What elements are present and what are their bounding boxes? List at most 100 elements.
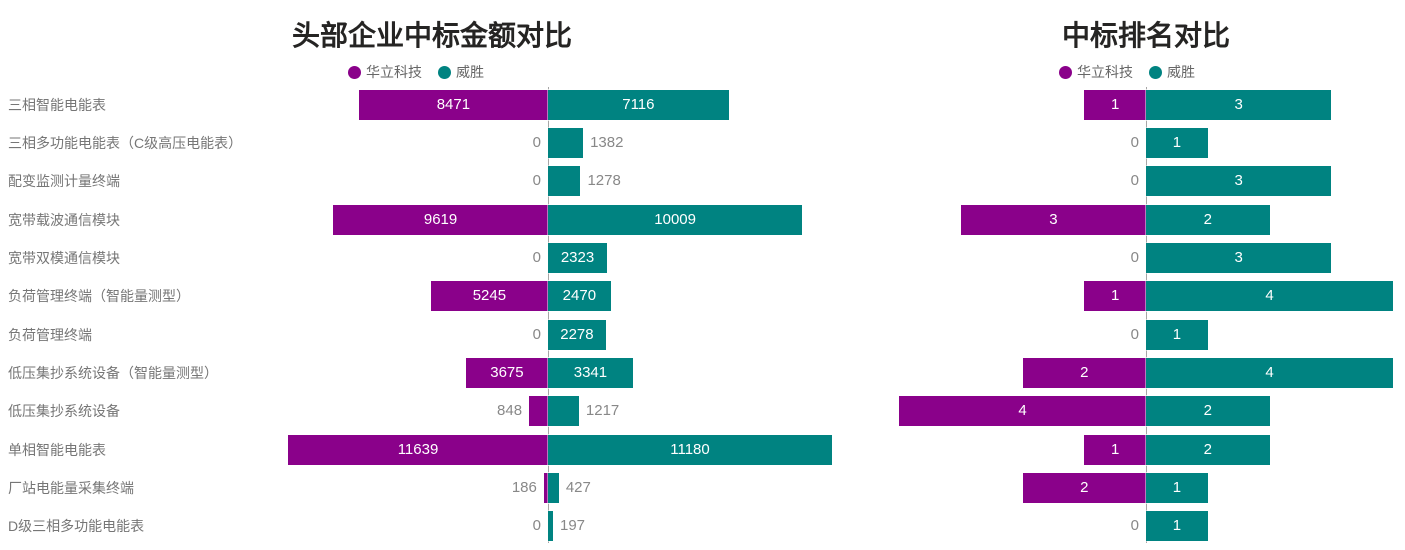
value-label: 3 bbox=[1049, 210, 1058, 228]
bar-weisheng-row6[interactable] bbox=[1146, 281, 1393, 312]
value-label: 3 bbox=[1234, 95, 1243, 113]
value-label: 4 bbox=[1265, 287, 1274, 305]
bar-weisheng-row8[interactable] bbox=[1146, 357, 1393, 388]
bar-weisheng-row12[interactable] bbox=[548, 511, 553, 542]
value-label: 1278 bbox=[587, 172, 621, 190]
legend-item-weisheng[interactable]: 威胜 bbox=[438, 62, 484, 82]
value-label: 0 bbox=[1130, 325, 1139, 343]
bar-huali-row11[interactable] bbox=[543, 473, 548, 503]
value-label: 2 bbox=[1080, 363, 1089, 381]
value-label: 2 bbox=[1203, 210, 1212, 228]
value-label: 427 bbox=[565, 479, 591, 496]
value-label: 0 bbox=[532, 172, 541, 190]
bar-weisheng-row4[interactable] bbox=[548, 204, 803, 235]
value-label: 11180 bbox=[670, 440, 710, 458]
bar-weisheng-row1[interactable] bbox=[548, 89, 729, 120]
center-axis-line bbox=[547, 87, 549, 543]
value-label: 0 bbox=[1130, 517, 1139, 535]
category-label: 配变监测计量终端 bbox=[8, 173, 120, 190]
center-axis-line bbox=[1145, 87, 1147, 543]
value-label: 2470 bbox=[562, 287, 597, 305]
bar-weisheng-row5[interactable] bbox=[548, 242, 607, 273]
category-label: 宽带载波通信模块 bbox=[8, 211, 120, 228]
value-label: 1 bbox=[1172, 517, 1182, 535]
legend-dot-icon bbox=[348, 65, 361, 79]
category-label: 三相智能电能表 bbox=[8, 96, 106, 113]
value-label: 4 bbox=[1018, 402, 1027, 420]
category-label: 厂站电能量采集终端 bbox=[8, 480, 134, 496]
chart-title-amount: 头部企业中标金额对比 bbox=[292, 20, 573, 51]
bar-weisheng-row12[interactable] bbox=[1146, 511, 1208, 542]
category-label: 单相智能电能表 bbox=[8, 441, 106, 458]
bar-weisheng-row8[interactable] bbox=[548, 357, 633, 388]
bar-weisheng-row2[interactable] bbox=[1146, 127, 1208, 158]
value-label: 5245 bbox=[472, 287, 507, 305]
bar-huali-row9[interactable] bbox=[529, 396, 548, 427]
value-label: 2278 bbox=[560, 325, 594, 343]
value-label: 1 bbox=[1110, 95, 1120, 113]
bar-weisheng-row2[interactable] bbox=[548, 127, 584, 158]
value-label: 1382 bbox=[590, 133, 624, 151]
category-label: 低压集抄系统设备 bbox=[8, 403, 120, 420]
bar-weisheng-row11[interactable] bbox=[1146, 473, 1208, 503]
legend-label-huali: 华立科技 bbox=[366, 64, 422, 80]
bar-weisheng-row9[interactable] bbox=[548, 396, 579, 427]
bar-weisheng-row3[interactable] bbox=[1146, 166, 1332, 197]
value-label: 2 bbox=[1203, 402, 1212, 420]
bar-huali-row9[interactable] bbox=[899, 396, 1146, 427]
bar-weisheng-row4[interactable] bbox=[1146, 204, 1270, 235]
value-label: 1217 bbox=[585, 402, 620, 420]
legend-item-huali[interactable]: 华立科技 bbox=[1059, 62, 1133, 82]
bar-weisheng-row7[interactable] bbox=[1146, 319, 1208, 350]
bar-weisheng-row7[interactable] bbox=[548, 319, 606, 350]
value-label: 1 bbox=[1172, 133, 1182, 151]
bar-huali-row4[interactable] bbox=[960, 204, 1146, 235]
bar-huali-row6[interactable] bbox=[1084, 281, 1146, 312]
legend-item-huali[interactable]: 华立科技 bbox=[348, 62, 422, 82]
value-label: 4 bbox=[1265, 363, 1274, 381]
value-label: 3 bbox=[1234, 172, 1243, 190]
bar-huali-row8[interactable] bbox=[1022, 357, 1146, 388]
value-label: 3 bbox=[1234, 248, 1243, 266]
value-label: 3341 bbox=[573, 363, 608, 381]
legend-label-huali: 华立科技 bbox=[1077, 64, 1133, 80]
bar-weisheng-row5[interactable] bbox=[1146, 242, 1332, 273]
category-label: 低压集抄系统设备（智能量测型） bbox=[8, 364, 218, 381]
value-label: 0 bbox=[1130, 248, 1139, 266]
bar-weisheng-row1[interactable] bbox=[1146, 89, 1332, 120]
value-label: 848 bbox=[497, 402, 523, 420]
bar-huali-row6[interactable] bbox=[430, 281, 548, 312]
value-label: 0 bbox=[1130, 133, 1139, 151]
bar-huali-row1[interactable] bbox=[1084, 89, 1146, 120]
bar-huali-row10[interactable] bbox=[288, 434, 548, 465]
bar-huali-row10[interactable] bbox=[1084, 434, 1146, 465]
category-label: 负荷管理终端（智能量测型） bbox=[8, 288, 190, 305]
value-label: 1 bbox=[1110, 287, 1120, 305]
bar-weisheng-row11[interactable] bbox=[548, 473, 559, 503]
value-label: 186 bbox=[511, 479, 537, 496]
bar-weisheng-row10[interactable] bbox=[548, 434, 832, 465]
category-label: 负荷管理终端 bbox=[8, 326, 92, 343]
bar-huali-row11[interactable] bbox=[1022, 473, 1146, 503]
value-label: 1 bbox=[1110, 440, 1120, 458]
bar-weisheng-row3[interactable] bbox=[548, 166, 581, 197]
legend-rank: 华立科技 威胜 bbox=[1059, 62, 1195, 82]
value-label: 0 bbox=[1130, 172, 1139, 190]
legend-label-weisheng: 威胜 bbox=[1167, 64, 1195, 80]
category-label: 宽带双模通信模块 bbox=[8, 249, 120, 266]
bar-huali-row4[interactable] bbox=[333, 204, 548, 235]
bar-weisheng-row10[interactable] bbox=[1146, 434, 1270, 465]
value-label: 9619 bbox=[423, 210, 458, 228]
value-label: 0 bbox=[532, 248, 541, 266]
bar-weisheng-row6[interactable] bbox=[548, 281, 611, 312]
legend-label-weisheng: 威胜 bbox=[456, 64, 484, 80]
legend-item-weisheng[interactable]: 威胜 bbox=[1149, 62, 1195, 82]
bar-huali-row1[interactable] bbox=[358, 89, 548, 120]
value-label: 197 bbox=[560, 517, 586, 535]
bar-huali-row8[interactable] bbox=[465, 357, 548, 388]
value-label: 10009 bbox=[654, 210, 696, 228]
value-label: 1 bbox=[1172, 479, 1182, 496]
bar-weisheng-row9[interactable] bbox=[1146, 396, 1270, 427]
